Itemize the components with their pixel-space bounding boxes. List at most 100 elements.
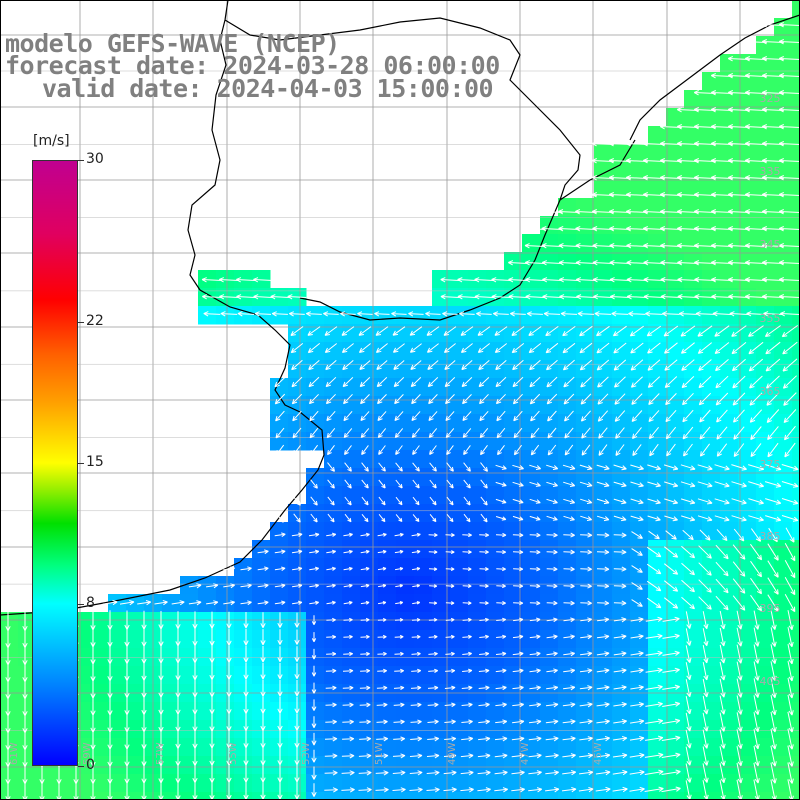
wind-arrow (778, 260, 800, 266)
wind-arrow (661, 786, 681, 793)
speed-cell (324, 486, 343, 505)
speed-cell (486, 792, 505, 800)
wind-arrow (325, 702, 337, 708)
wind-arrow (444, 736, 457, 742)
wind-arrow (461, 360, 473, 371)
wind-arrow (226, 662, 232, 680)
speed-cell (612, 666, 631, 685)
speed-cell (738, 198, 757, 217)
wind-arrow (479, 427, 489, 439)
speed-cell (396, 486, 415, 505)
wind-arrow (412, 601, 421, 605)
speed-cell (18, 738, 37, 757)
speed-cell (468, 558, 487, 577)
wind-arrow (324, 326, 338, 336)
speed-cell (756, 756, 775, 775)
speed-cell (738, 558, 757, 577)
wind-arrow (647, 464, 662, 471)
wind-arrow (377, 651, 387, 656)
speed-cell (738, 90, 757, 109)
speed-cell (702, 540, 721, 559)
speed-cell (720, 72, 739, 91)
wind-arrow (326, 583, 336, 588)
wind-arrow (685, 662, 692, 681)
wind-arrow (698, 359, 712, 371)
wind-arrow (480, 496, 488, 506)
speed-cell (594, 738, 613, 757)
wind-arrow (358, 770, 372, 776)
speed-cell (432, 540, 451, 559)
speed-cell (648, 342, 667, 361)
speed-cell (378, 432, 397, 451)
speed-cell (666, 126, 685, 145)
wind-arrow (596, 481, 610, 488)
speed-cell (648, 792, 667, 800)
speed-cell (792, 306, 800, 325)
wind-arrow (562, 359, 575, 371)
speed-cell (540, 432, 559, 451)
wind-arrow (509, 311, 526, 317)
speed-cell (360, 414, 379, 433)
wind-arrow (360, 600, 370, 605)
speed-cell (792, 216, 800, 235)
wind-arrow (277, 730, 283, 748)
speed-cell (540, 576, 559, 595)
wind-arrow (661, 735, 681, 741)
wind-arrow (778, 158, 800, 164)
wind-arrow (613, 617, 627, 623)
wind-arrow (597, 376, 609, 388)
wind-arrow (428, 651, 438, 656)
wind-arrow (611, 311, 629, 317)
speed-cell (360, 720, 379, 739)
speed-cell (702, 378, 721, 397)
wind-arrow (732, 544, 746, 560)
speed-cell (702, 432, 721, 451)
speed-cell (558, 414, 577, 433)
speed-cell (720, 666, 739, 685)
wind-arrow (479, 410, 489, 422)
wind-arrow (564, 410, 574, 422)
speed-cell (612, 414, 631, 433)
wind-arrow (459, 311, 475, 317)
speed-cell (378, 486, 397, 505)
speed-cell (90, 720, 109, 739)
wind-arrow (513, 566, 524, 572)
speed-cell (756, 522, 775, 541)
wind-arrow (478, 702, 490, 708)
wind-arrow (545, 719, 559, 725)
speed-cell (306, 324, 325, 343)
colorbar-tick-label: 30 (86, 151, 104, 167)
wind-arrow (753, 644, 760, 664)
wind-arrow (359, 719, 371, 725)
speed-cell (702, 180, 721, 199)
wind-arrow (615, 427, 625, 439)
wind-arrow (748, 481, 765, 488)
speed-cell (756, 360, 775, 379)
wind-arrow (715, 595, 729, 611)
wind-arrow (428, 634, 438, 639)
speed-cell (234, 702, 253, 721)
wind-arrow (443, 787, 457, 793)
speed-cell (540, 666, 559, 685)
wind-arrow (716, 426, 728, 440)
wind-arrow (412, 496, 420, 506)
speed-cell (666, 342, 685, 361)
speed-cell (684, 198, 703, 217)
speed-cell (702, 198, 721, 217)
speed-cell (738, 378, 757, 397)
wind-arrow (394, 532, 404, 537)
wind-arrow (748, 515, 764, 522)
wind-arrow (563, 651, 575, 657)
speed-cell (360, 468, 379, 487)
wind-arrow (359, 736, 372, 742)
speed-cell (180, 792, 199, 800)
wind-arrow (545, 787, 560, 793)
speed-cell (702, 504, 721, 523)
wind-arrow (770, 711, 777, 733)
latitude-label: 325 (760, 92, 781, 105)
wind-arrow (495, 702, 507, 708)
colorbar-tick-label: 15 (86, 454, 104, 470)
speed-cell (738, 630, 757, 649)
wind-arrow (630, 515, 644, 522)
speed-cell (450, 702, 469, 721)
